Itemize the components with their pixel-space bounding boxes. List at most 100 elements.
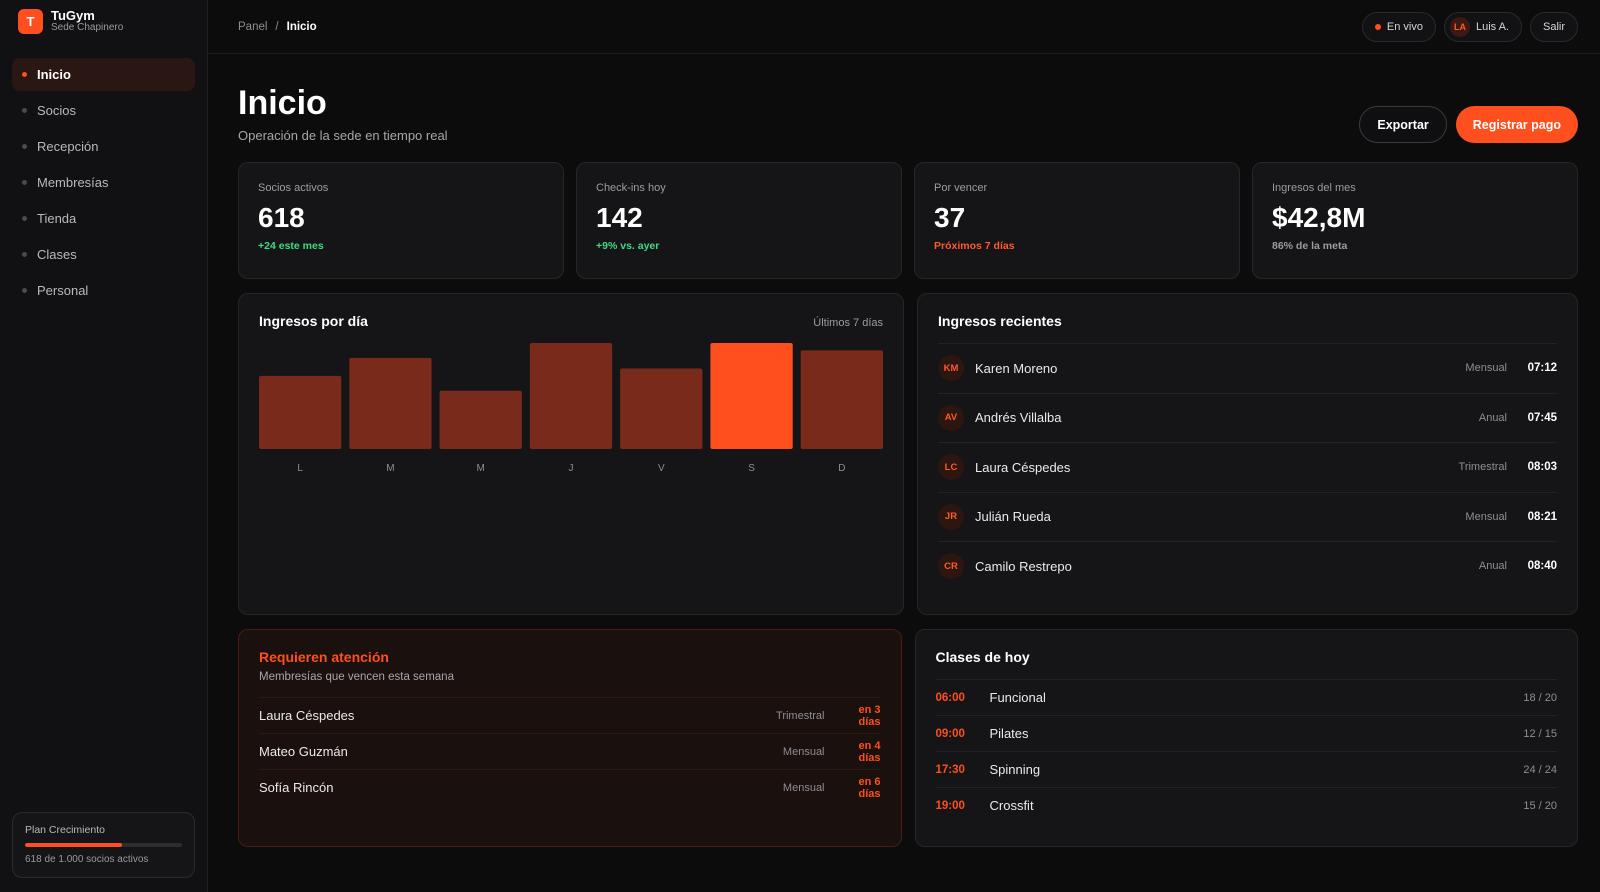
breadcrumb-current: Inicio [286, 20, 317, 33]
chart-bar[interactable] [439, 390, 522, 449]
class-capacity: 12 / 15 [1523, 727, 1557, 740]
class-row[interactable]: 09:00 Pilates 12 / 15 [935, 715, 1557, 751]
classes-today-card: Clases de hoy 06:00 Funcional 18 / 20 09:0… [914, 629, 1578, 847]
chart-bar[interactable] [800, 350, 883, 449]
nav-dot-icon [22, 288, 27, 293]
sidebar-item-clases[interactable]: Clases [12, 238, 195, 271]
member-name: Camilo Restrepo [975, 558, 1072, 574]
plan-type: Anual [1478, 411, 1507, 424]
breadcrumb: Panel / Inicio [238, 21, 317, 33]
sidebar-item-personal[interactable]: Personal [12, 274, 195, 307]
expiring-member-row[interactable]: Laura Céspedes Trimestral en 3 días [259, 697, 881, 733]
member-name: Mateo Guzmán [259, 744, 348, 759]
due-badge: en 4 días [858, 739, 881, 764]
brand-name: TuGym [51, 7, 95, 23]
recent-payments-card: Ingresos recientes KM Karen Moreno Mensual… [917, 293, 1578, 615]
plan-type: Trimestral [1458, 461, 1507, 474]
kpi-value: 618 [258, 202, 305, 233]
chart-bar[interactable] [710, 343, 793, 449]
attention-card: Requieren atención Membresías que vencen… [238, 629, 902, 847]
plan-progress-fill [25, 843, 123, 847]
class-row[interactable]: 06:00 Funcional 18 / 20 [935, 679, 1557, 715]
class-time: 06:00 [935, 691, 965, 704]
chart-tick-label: S [748, 463, 755, 474]
chart-bar[interactable] [620, 368, 703, 449]
plan-type: Mensual [782, 745, 825, 758]
expiring-member-row[interactable]: Mateo Guzmán Mensual en 4 días [259, 733, 881, 769]
payment-row[interactable]: AV Andrés Villalba Anual 07:45 [938, 392, 1557, 443]
class-capacity: 15 / 20 [1523, 799, 1557, 812]
sidebar: T TuGym Sede Chapinero Inicio Socios Rec… [0, 0, 208, 892]
kpi-card-expiring: Por vencer 37 Próximos 7 días [914, 162, 1240, 279]
sidebar-item-label: Clases [37, 247, 77, 262]
sidebar-item-label: Inicio [37, 67, 71, 82]
member-name: Laura Céspedes [259, 708, 355, 723]
class-row[interactable]: 19:00 Crossfit 15 / 20 [935, 787, 1557, 823]
sidebar-item-membresias[interactable]: Membresías [12, 166, 195, 199]
card-subtitle: Membresías que vencen esta semana [259, 671, 454, 683]
brand[interactable]: T TuGym Sede Chapinero [0, 0, 207, 42]
payment-row[interactable]: JR Julián Rueda Mensual 08:21 [938, 491, 1557, 542]
chart-tick-label: M [477, 463, 485, 474]
sidebar-item-recepcion[interactable]: Recepción [12, 130, 195, 163]
chart-bar[interactable] [349, 357, 432, 449]
class-time: 19:00 [935, 799, 965, 812]
sidebar-item-label: Recepción [37, 139, 99, 154]
plan-type: Anual [1478, 560, 1507, 573]
sidebar-item-label: Socios [37, 103, 77, 118]
member-name: Sofía Rincón [259, 780, 334, 795]
live-label: En vivo [1386, 20, 1423, 33]
class-time: 17:30 [935, 763, 965, 776]
nav-dot-icon [22, 72, 27, 77]
kpi-card-active-members: Socios activos 618 +24 este mes [238, 162, 564, 279]
member-avatar: AV [938, 404, 964, 431]
nav-dot-icon [22, 252, 27, 257]
class-name: Pilates [989, 726, 1029, 741]
sidebar-item-label: Membresías [37, 175, 109, 190]
member-avatar: LC [938, 454, 964, 481]
kpi-label: Por vencer [934, 182, 988, 194]
breadcrumb-separator: / [275, 20, 279, 33]
class-time: 09:00 [935, 727, 965, 740]
page-subtitle: Operación de la sede en tiempo real [238, 128, 448, 143]
member-avatar: JR [938, 503, 964, 530]
user-avatar: LA [1449, 16, 1470, 37]
class-row[interactable]: 17:30 Spinning 24 / 24 [935, 751, 1557, 787]
kpi-value: 37 [934, 202, 966, 233]
chart-bar[interactable] [259, 375, 342, 449]
plan-type: Trimestral [776, 709, 825, 722]
sidebar-nav: Inicio Socios Recepción Membresías Tiend… [0, 58, 207, 307]
logout-button[interactable]: Salir [1529, 11, 1578, 42]
revenue-chart-card: Ingresos por día Últimos 7 días L M M J V S D [238, 293, 904, 615]
kpi-card-checkins: Check-ins hoy 142 +9% vs. ayer [576, 162, 902, 279]
export-button[interactable]: Exportar [1359, 106, 1447, 143]
plan-card: Plan Crecimiento 618 de 1.000 socios act… [12, 812, 195, 878]
live-status-pill[interactable]: En vivo [1361, 11, 1436, 42]
breadcrumb-root[interactable]: Panel [238, 20, 268, 33]
sidebar-item-socios[interactable]: Socios [12, 94, 195, 127]
kpi-delta: 86% de la meta [1272, 240, 1348, 252]
expiring-member-row[interactable]: Sofía Rincón Mensual en 6 días [259, 769, 881, 805]
plan-type: Mensual [782, 781, 825, 794]
card-title: Clases de hoy [935, 649, 1030, 665]
payment-time: 08:03 [1527, 461, 1557, 474]
sidebar-item-label: Tienda [37, 211, 77, 226]
brand-location: Sede Chapinero [51, 21, 124, 33]
register-payment-button[interactable]: Registrar pago [1455, 106, 1578, 143]
sidebar-item-tienda[interactable]: Tienda [12, 202, 195, 235]
plan-type: Mensual [1465, 362, 1507, 375]
class-name: Spinning [989, 762, 1041, 777]
chart-bar[interactable] [529, 343, 613, 449]
user-menu[interactable]: LA Luis A. [1443, 11, 1522, 42]
plan-progress-bar [25, 843, 182, 847]
chart-tick-label: J [569, 463, 574, 474]
sidebar-item-label: Personal [37, 283, 89, 298]
payment-row[interactable]: CR Camilo Restrepo Anual 08:40 [938, 541, 1557, 591]
payment-row[interactable]: KM Karen Moreno Mensual 07:12 [938, 343, 1557, 393]
page-title: Inicio [238, 84, 327, 122]
sidebar-item-inicio[interactable]: Inicio [12, 58, 195, 91]
kpi-delta: Próximos 7 días [934, 240, 1015, 252]
payment-row[interactable]: LC Laura Céspedes Trimestral 08:03 [938, 442, 1557, 492]
